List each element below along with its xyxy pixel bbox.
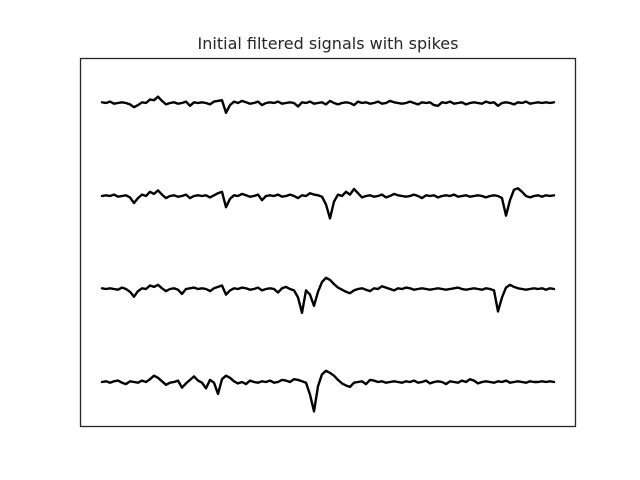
signal-trace-1 <box>100 95 556 114</box>
plot-area <box>79 57 577 428</box>
signal-trace-4 <box>100 369 556 413</box>
chart-title: Initial filtered signals with spikes <box>198 34 459 53</box>
signal-traces <box>100 95 556 413</box>
signal-trace-2 <box>100 187 556 220</box>
signal-trace-3 <box>100 276 556 314</box>
